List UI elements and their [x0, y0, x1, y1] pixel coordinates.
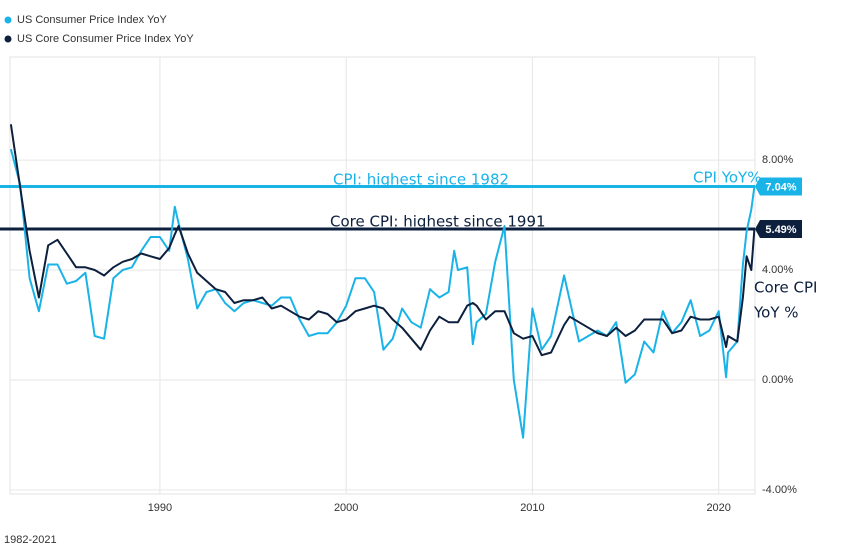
legend-label: US Consumer Price Index YoY — [17, 14, 167, 26]
annotation: YoY % — [753, 304, 799, 322]
legend-marker — [4, 35, 12, 43]
footer: 1982-2021 — [4, 534, 57, 546]
plot-frame — [9, 56, 756, 495]
y-tick-label: 8.00% — [762, 154, 793, 166]
annotation: CPI: highest since 1982 — [333, 171, 509, 189]
y-tick-label: -4.00% — [762, 484, 797, 496]
value-label: 5.49% — [765, 224, 796, 236]
value-label: 7.04% — [765, 181, 796, 193]
x-tick-label: 2020 — [706, 502, 730, 514]
legend-marker — [4, 16, 12, 24]
y-tick-label: 4.00% — [762, 264, 793, 276]
x-tick-label: 2010 — [520, 502, 544, 514]
x-tick-label: 1990 — [148, 502, 172, 514]
value-badge — [755, 177, 802, 196]
annotation: CPI YoY% — [693, 169, 761, 187]
series-line — [9, 124, 756, 357]
value-badge — [755, 220, 802, 239]
annotation: Core CPI — [754, 279, 817, 297]
annotation: Core CPI: highest since 1991 — [330, 213, 546, 231]
legend-label: US Core Consumer Price Index YoY — [17, 33, 194, 45]
y-tick-label: 0.00% — [762, 374, 793, 386]
x-tick-label: 2000 — [334, 502, 358, 514]
series-line — [9, 148, 756, 439]
